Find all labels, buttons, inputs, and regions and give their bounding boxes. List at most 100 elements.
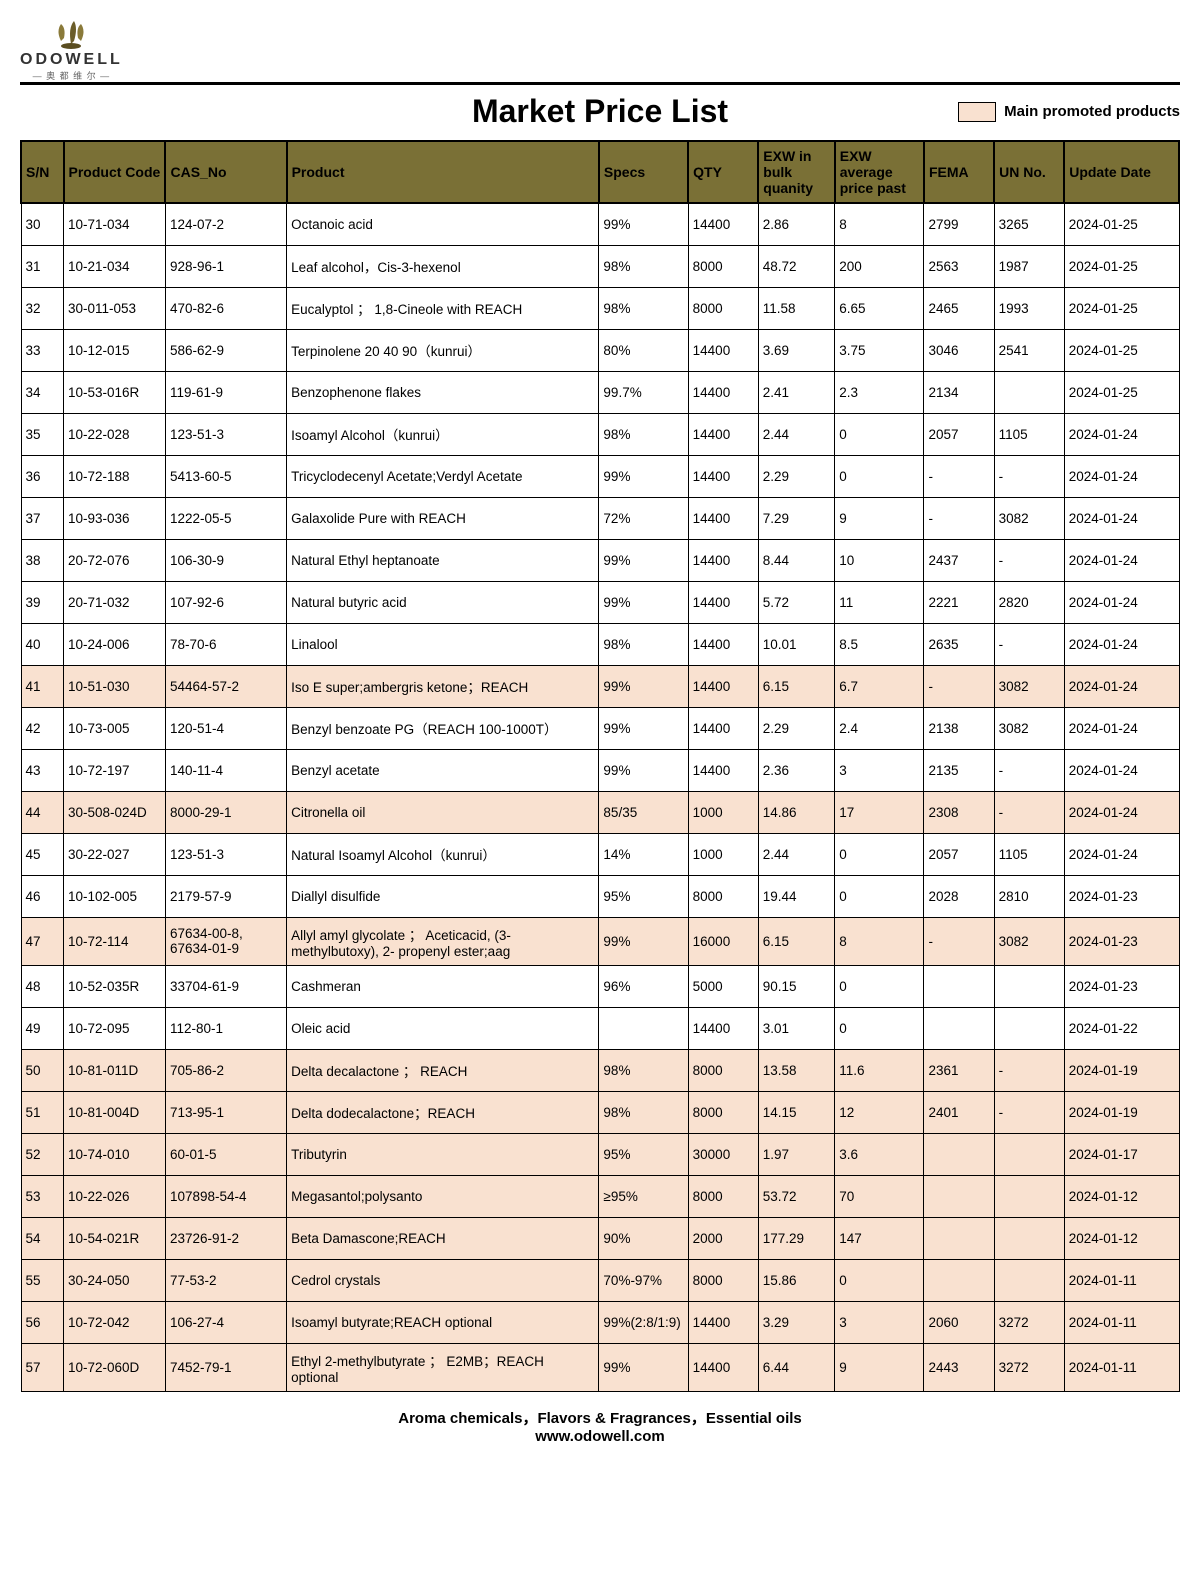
cell-product: Natural Ethyl heptanoate (287, 539, 599, 581)
cell-cas: 123-51-3 (165, 413, 286, 455)
cell-qty: 14400 (688, 581, 758, 623)
cell-exw1: 13.58 (758, 1049, 834, 1091)
cell-fema: 2563 (924, 245, 994, 287)
cell-fema: 2437 (924, 539, 994, 581)
cell-qty: 30000 (688, 1133, 758, 1175)
cell-specs: ≥95% (599, 1175, 688, 1217)
cell-specs: 99% (599, 1343, 688, 1391)
cell-fema: 2443 (924, 1343, 994, 1391)
cell-product: Benzyl acetate (287, 749, 599, 791)
cell-code: 10-73-005 (64, 707, 166, 749)
cell-date: 2024-01-17 (1064, 1133, 1179, 1175)
cell-cas: 78-70-6 (165, 623, 286, 665)
table-row: 3230-011-053470-82-6Eucalyptol ； 1,8-Cin… (21, 287, 1179, 329)
cell-code: 10-72-188 (64, 455, 166, 497)
cell-sn: 30 (21, 203, 64, 245)
cell-exw2: 70 (835, 1175, 924, 1217)
cell-exw1: 3.01 (758, 1007, 834, 1049)
cell-cas: 54464-57-2 (165, 665, 286, 707)
cell-qty: 14400 (688, 371, 758, 413)
cell-fema (924, 1007, 994, 1049)
cell-date: 2024-01-24 (1064, 455, 1179, 497)
cell-product: Benzophenone flakes (287, 371, 599, 413)
cell-product: Isoamyl Alcohol（kunrui） (287, 413, 599, 455)
cell-fema: 2799 (924, 203, 994, 245)
cell-exw2: 10 (835, 539, 924, 581)
cell-specs: 85/35 (599, 791, 688, 833)
cell-specs: 99% (599, 665, 688, 707)
cell-specs: 98% (599, 245, 688, 287)
table-row: 4610-102-0052179-57-9Diallyl disulfide95… (21, 875, 1179, 917)
cell-date: 2024-01-24 (1064, 665, 1179, 707)
cell-date: 2024-01-25 (1064, 245, 1179, 287)
cell-fema: 2134 (924, 371, 994, 413)
cell-exw2: 9 (835, 1343, 924, 1391)
cell-sn: 47 (21, 917, 64, 965)
cell-un: 2541 (994, 329, 1064, 371)
cell-code: 10-72-042 (64, 1301, 166, 1343)
cell-product: Eucalyptol ； 1,8-Cineole with REACH (287, 287, 599, 329)
cell-sn: 45 (21, 833, 64, 875)
cell-fema: 2308 (924, 791, 994, 833)
cell-date: 2024-01-24 (1064, 791, 1179, 833)
cell-un (994, 1133, 1064, 1175)
cell-date: 2024-01-11 (1064, 1301, 1179, 1343)
cell-specs (599, 1007, 688, 1049)
cell-sn: 57 (21, 1343, 64, 1391)
legend: Main promoted products (958, 102, 1180, 122)
header: ODOWELL — 奥 都 维 尔 — (20, 15, 1180, 85)
cell-date: 2024-01-24 (1064, 497, 1179, 539)
cell-exw2: 0 (835, 1259, 924, 1301)
cell-specs: 99%(2:8/1:9) (599, 1301, 688, 1343)
table-body: 3010-71-034124-07-2Octanoic acid99%14400… (21, 203, 1179, 1391)
col-qty: QTY (688, 141, 758, 203)
brand-name: ODOWELL (20, 51, 123, 69)
cell-exw1: 2.44 (758, 413, 834, 455)
cell-exw1: 2.44 (758, 833, 834, 875)
cell-qty: 8000 (688, 1049, 758, 1091)
cell-fema: - (924, 917, 994, 965)
cell-sn: 44 (21, 791, 64, 833)
table-row: 5310-22-026107898-54-4Megasantol;polysan… (21, 1175, 1179, 1217)
cell-specs: 98% (599, 1091, 688, 1133)
logo-icon (46, 16, 96, 51)
cell-un (994, 371, 1064, 413)
cell-un: 1987 (994, 245, 1064, 287)
cell-date: 2024-01-24 (1064, 539, 1179, 581)
cell-sn: 35 (21, 413, 64, 455)
cell-cas: 705-86-2 (165, 1049, 286, 1091)
cell-fema (924, 1259, 994, 1301)
cell-cas: 60-01-5 (165, 1133, 286, 1175)
cell-code: 10-81-004D (64, 1091, 166, 1133)
cell-product: Leaf alcohol，Cis-3-hexenol (287, 245, 599, 287)
header-row: S/N Product Code CAS_No Product Specs QT… (21, 141, 1179, 203)
cell-fema: 2057 (924, 413, 994, 455)
cell-qty: 8000 (688, 1091, 758, 1133)
cell-code: 10-102-005 (64, 875, 166, 917)
cell-product: Natural Isoamyl Alcohol（kunrui） (287, 833, 599, 875)
cell-code: 10-72-060D (64, 1343, 166, 1391)
cell-product: Megasantol;polysanto (287, 1175, 599, 1217)
cell-code: 10-93-036 (64, 497, 166, 539)
cell-date: 2024-01-11 (1064, 1343, 1179, 1391)
cell-exw1: 5.72 (758, 581, 834, 623)
cell-exw1: 8.44 (758, 539, 834, 581)
cell-qty: 14400 (688, 1007, 758, 1049)
cell-product: Linalool (287, 623, 599, 665)
cell-product: Ethyl 2-methylbutyrate ； E2MB；REACH opti… (287, 1343, 599, 1391)
cell-un: - (994, 623, 1064, 665)
cell-exw1: 90.15 (758, 965, 834, 1007)
cell-sn: 43 (21, 749, 64, 791)
col-exw2: EXW average price past (835, 141, 924, 203)
cell-code: 10-12-015 (64, 329, 166, 371)
cell-qty: 14400 (688, 329, 758, 371)
cell-exw2: 200 (835, 245, 924, 287)
cell-qty: 8000 (688, 875, 758, 917)
cell-exw1: 1.97 (758, 1133, 834, 1175)
cell-sn: 39 (21, 581, 64, 623)
cell-specs: 99% (599, 707, 688, 749)
table-row: 3610-72-1885413-60-5Tricyclodecenyl Acet… (21, 455, 1179, 497)
cell-code: 30-24-050 (64, 1259, 166, 1301)
cell-sn: 48 (21, 965, 64, 1007)
cell-code: 30-22-027 (64, 833, 166, 875)
